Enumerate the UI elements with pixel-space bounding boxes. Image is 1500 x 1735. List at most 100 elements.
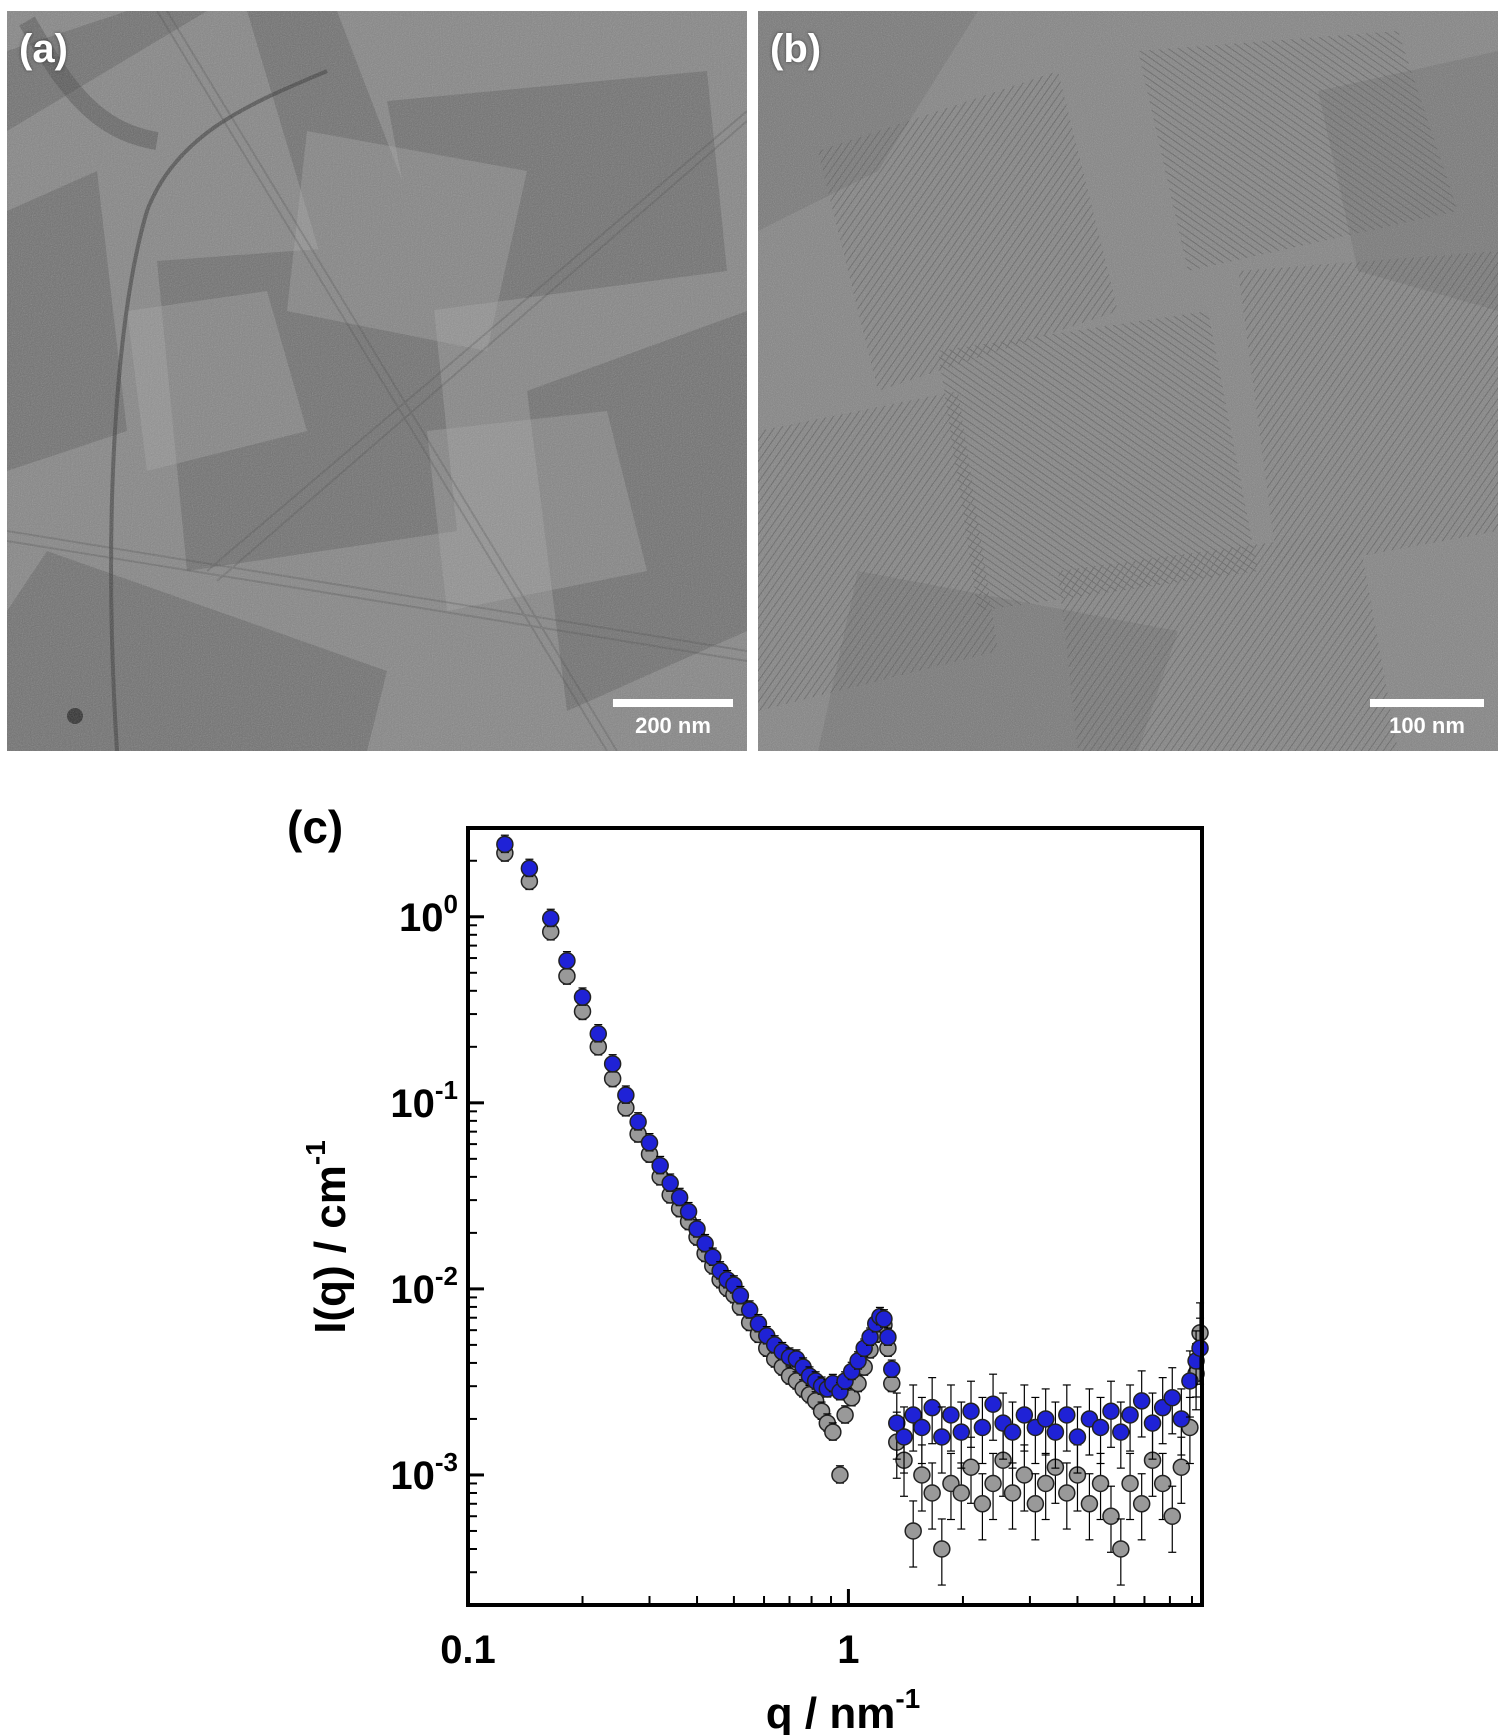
data-point [670, 1188, 689, 1207]
data-point [1058, 1484, 1076, 1502]
plot-frame [466, 826, 1204, 1607]
y-axis-label-exp: -1 [300, 1140, 331, 1165]
data-point [679, 1202, 698, 1221]
data-point [749, 1314, 768, 1333]
data-point [836, 1406, 854, 1424]
data-point [952, 1484, 971, 1502]
data-point [520, 859, 539, 878]
panel-a-label: (a) [19, 27, 68, 71]
data-point [831, 1466, 849, 1484]
data-point [1163, 1507, 1182, 1525]
chart-marks [496, 834, 1209, 1586]
data-point [1121, 1406, 1139, 1424]
series-1 [496, 843, 1209, 1586]
data-point [973, 1418, 992, 1437]
data-point [1046, 1423, 1065, 1441]
x-axis-label: q / nm-1 [766, 1683, 920, 1735]
data-point [933, 1540, 951, 1558]
data-point [651, 1156, 669, 1175]
data-point [984, 1474, 1002, 1493]
data-point [1036, 1474, 1055, 1493]
micrograph-panel-a: (a) 200 nm [7, 11, 747, 751]
y-axis-label: I(q) / cm-1 [300, 1140, 355, 1334]
y-tick-label-exp: -3 [435, 1447, 458, 1477]
panel-c-label: (c) [287, 801, 343, 853]
data-point [603, 1069, 622, 1088]
x-tick-label: 1 [837, 1628, 859, 1672]
data-point [1080, 1495, 1099, 1513]
data-point [589, 1025, 608, 1043]
data-point [923, 1484, 941, 1502]
micrograph-panel-b: (b) 100 nm [758, 11, 1498, 751]
x-axis-label-base: q / nm [766, 1689, 896, 1735]
data-point [573, 988, 592, 1006]
x-tick-label: 0.1 [440, 1628, 496, 1672]
data-point [740, 1301, 759, 1319]
data-point [952, 1423, 971, 1441]
y-tick-label-base: 10 [390, 1082, 435, 1126]
micrograph-a-image [7, 11, 747, 751]
data-point [1102, 1402, 1120, 1420]
data-point [913, 1418, 931, 1437]
x-axis-label-exp: -1 [895, 1683, 920, 1714]
data-point [1102, 1507, 1120, 1525]
data-point [541, 909, 560, 928]
data-point [1132, 1495, 1151, 1513]
y-tick-label-exp: -2 [435, 1261, 458, 1291]
series-2 [496, 834, 1209, 1474]
data-point [1091, 1418, 1110, 1437]
data-point [895, 1428, 913, 1446]
data-point [875, 1310, 893, 1328]
data-point [1112, 1540, 1130, 1558]
data-point [824, 1423, 842, 1441]
y-axis-label-base: I(q) / cm [306, 1165, 355, 1334]
data-point [933, 1428, 951, 1446]
data-point [617, 1086, 635, 1104]
data-point [731, 1286, 750, 1305]
data-point [558, 952, 576, 970]
data-point [883, 1360, 901, 1378]
data-point [1091, 1474, 1110, 1493]
data-point [1003, 1423, 1022, 1441]
y-tick-label-base: 10 [390, 1268, 435, 1312]
scale-bar-a-line [613, 699, 733, 707]
data-point [888, 1414, 906, 1432]
y-tick-label-base: 10 [390, 1454, 435, 1498]
scale-bar-b-line [1370, 699, 1484, 707]
data-point [973, 1495, 992, 1513]
scale-bar-b-label: 100 nm [1389, 713, 1465, 738]
data-point [904, 1406, 922, 1424]
data-point [942, 1406, 960, 1424]
data-point [1181, 1372, 1199, 1390]
panel-b-label: (b) [770, 27, 822, 71]
y-tick-label: 10-1 [390, 1075, 458, 1126]
data-point [984, 1395, 1002, 1413]
data-point [496, 835, 514, 854]
y-tick-label: 10-2 [390, 1261, 458, 1312]
y-tick-label-base: 10 [399, 896, 444, 940]
y-tick-label: 100 [399, 889, 458, 940]
data-point [1163, 1388, 1182, 1407]
data-point [688, 1220, 706, 1238]
data-point [1121, 1474, 1139, 1493]
data-point [1036, 1410, 1055, 1428]
data-point [629, 1113, 647, 1131]
data-point [640, 1134, 659, 1152]
data-point [1015, 1406, 1034, 1424]
y-tick-label: 10-3 [390, 1447, 458, 1498]
data-point [1172, 1410, 1191, 1428]
data-point [962, 1402, 980, 1420]
y-tick-label-exp: -1 [435, 1075, 458, 1105]
data-point [904, 1522, 922, 1540]
data-point [558, 967, 576, 985]
data-point [879, 1328, 897, 1346]
data-point [923, 1398, 941, 1417]
data-point [1026, 1495, 1045, 1513]
data-point [1143, 1414, 1162, 1432]
data-point [1112, 1423, 1130, 1441]
data-point [1153, 1474, 1172, 1493]
scale-bar-a-label: 200 nm [635, 713, 711, 738]
data-point [962, 1458, 980, 1476]
